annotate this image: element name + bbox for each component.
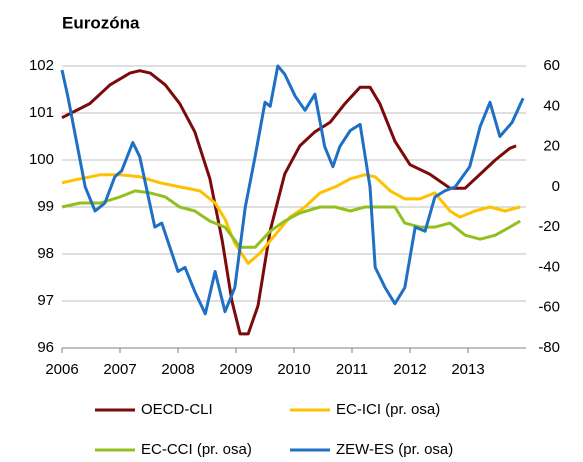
y-tick-label: 101 [29,104,54,121]
legend-label: EC-ICI (pr. osa) [336,401,440,418]
x-tick-label: 2012 [393,361,426,378]
y2-tick-label: -40 [538,258,560,275]
x-tick-label: 2007 [103,361,136,378]
y-tick-label: 97 [37,292,54,309]
series-line [61,173,521,265]
y-tick-label: 99 [37,198,54,215]
legend-label: EC-CCI (pr. osa) [141,441,252,458]
y2-tick-label: 40 [543,97,560,114]
x-tick-label: 2009 [219,361,252,378]
y2-tick-label: -20 [538,218,560,235]
series-line [61,189,521,249]
y-tick-label: 102 [29,57,54,74]
y2-tick-label: 60 [543,57,560,74]
y2-tick-label: 0 [552,178,560,195]
series-line [60,64,525,316]
series-line [61,69,517,336]
x-tick-label: 2010 [277,361,310,378]
y2-tick-label: -80 [538,339,560,356]
x-tick-label: 2013 [451,361,484,378]
y-tick-label: 100 [29,151,54,168]
chart-title: Eurozóna [62,13,140,32]
legend-label: ZEW-ES (pr. osa) [336,441,453,458]
y2-tick-label: 20 [543,138,560,155]
y-tick-label: 96 [37,339,54,356]
x-tick-label: 2006 [45,361,78,378]
y2-tick-label: -60 [538,299,560,316]
x-tick-label: 2008 [161,361,194,378]
legend-label: OECD-CLI [141,401,213,418]
y-tick-label: 98 [37,245,54,262]
x-tick-label: 2011 [336,361,368,378]
